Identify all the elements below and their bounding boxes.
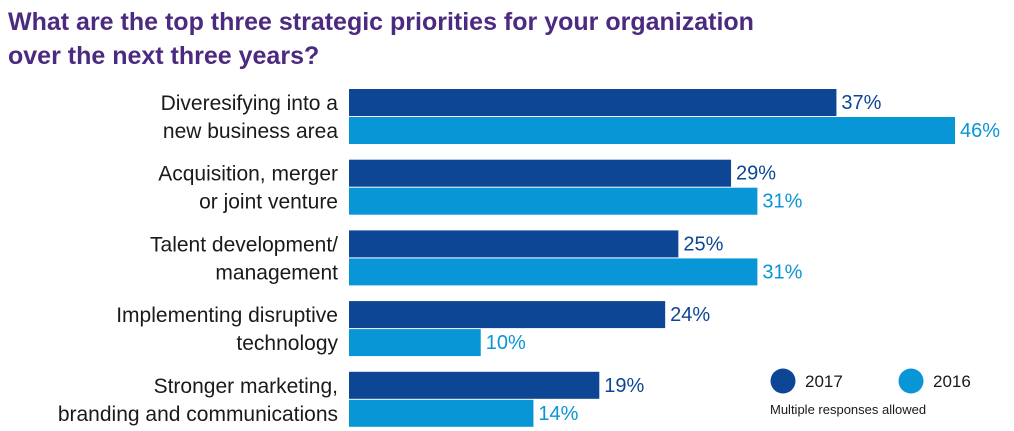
value-label-2016: 31% (762, 261, 802, 283)
chart-title: What are the top three strategic priorit… (8, 8, 754, 70)
bar-2016 (349, 329, 481, 357)
bar-2017 (349, 301, 666, 329)
value-label-2017: 29% (736, 163, 776, 185)
bar-2017 (349, 371, 600, 399)
bar-2017 (349, 159, 732, 187)
bar-2016 (349, 187, 758, 215)
category-label: or joint venture (199, 191, 338, 214)
bar-2016 (349, 117, 955, 144)
value-label-2016: 46% (960, 120, 1000, 142)
category-label: Acquisition, merger (158, 163, 338, 186)
category-label: technology (236, 332, 338, 355)
bar-2016 (349, 399, 534, 427)
category-label: branding and communications (58, 403, 338, 426)
value-label-2017: 25% (683, 233, 723, 255)
value-label-2016: 14% (538, 403, 578, 425)
bar-2016 (349, 258, 758, 286)
value-label-2017: 24% (670, 304, 710, 326)
category-label: Diveresifying into a (161, 92, 339, 115)
category-label: Talent development/ (150, 233, 338, 256)
value-label-2017: 37% (841, 92, 881, 114)
legend-swatch-2016 (898, 368, 924, 394)
legend-swatch-2017 (770, 368, 796, 394)
category-label: Implementing disruptive (116, 304, 338, 327)
footnote: Multiple responses allowed (770, 402, 926, 417)
category-label: Stronger marketing, (154, 375, 338, 398)
bar-2017 (349, 230, 679, 258)
value-label-2016: 10% (486, 332, 526, 354)
legend-label-2017: 2017 (805, 372, 843, 391)
legend-label-2016: 2016 (933, 372, 971, 391)
value-label-2016: 31% (762, 191, 802, 213)
category-label: management (215, 261, 338, 284)
category-label: new business area (163, 120, 338, 143)
value-label-2017: 19% (604, 375, 644, 397)
bar-2017 (349, 89, 837, 116)
